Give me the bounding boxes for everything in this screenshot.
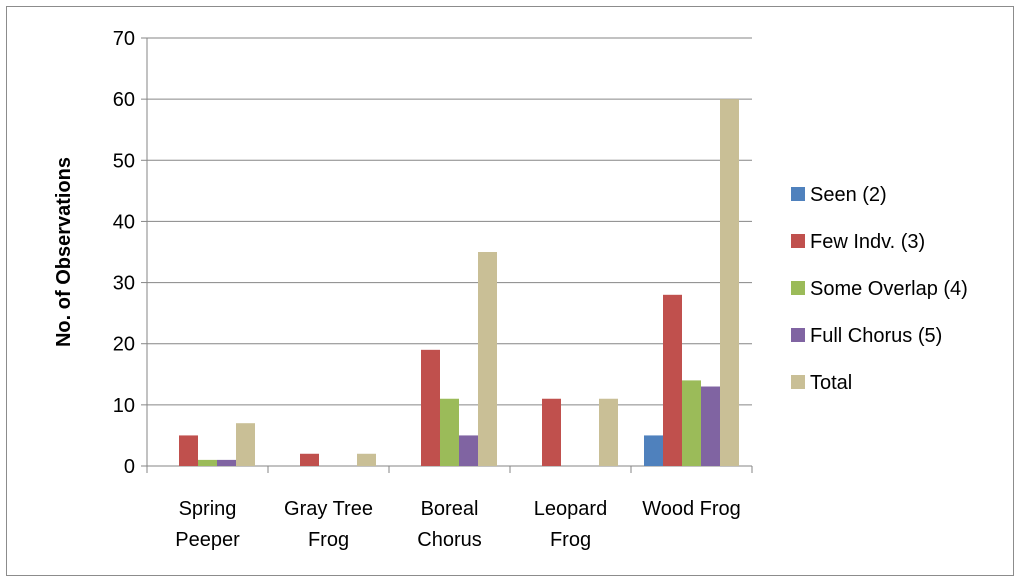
- legend-swatch: [791, 328, 805, 342]
- y-tick-label: 50: [113, 150, 135, 172]
- bar: [599, 398, 618, 466]
- bar: [357, 453, 376, 466]
- y-tick-label: 20: [113, 334, 135, 356]
- y-tick-label: 10: [113, 395, 135, 417]
- legend-label: Few Indv. (3): [810, 231, 925, 253]
- legend-swatch: [791, 281, 805, 295]
- legend-label: Total: [810, 372, 852, 394]
- x-category-label: Wood Frog: [642, 498, 741, 520]
- y-tick-label: 40: [113, 211, 135, 233]
- bar: [300, 453, 319, 466]
- bar: [440, 398, 459, 466]
- bar: [542, 398, 561, 466]
- y-tick-label: 60: [113, 89, 135, 111]
- x-category-label: Leopard: [534, 498, 607, 520]
- legend-label: Seen (2): [810, 184, 887, 206]
- bar: [217, 459, 236, 466]
- legend-swatch: [791, 375, 805, 389]
- bar: [198, 459, 217, 466]
- bar: [478, 252, 497, 466]
- x-category-label: Boreal: [421, 498, 479, 520]
- y-tick-label: 70: [113, 28, 135, 50]
- bar: [179, 435, 198, 466]
- y-tick-label: 0: [124, 456, 135, 478]
- y-axis-title: No. of Observations: [53, 157, 75, 347]
- bar: [682, 380, 701, 466]
- legend-swatch: [791, 234, 805, 248]
- x-category-label: Frog: [308, 529, 349, 551]
- x-category-label: Peeper: [175, 529, 240, 551]
- bar: [236, 423, 255, 466]
- bar: [701, 386, 720, 466]
- legend-label: Some Overlap (4): [810, 278, 968, 300]
- bar: [644, 435, 663, 466]
- chart-frame: [6, 6, 1014, 576]
- bar: [720, 99, 739, 467]
- x-category-label: Frog: [550, 529, 591, 551]
- legend-label: Full Chorus (5): [810, 325, 942, 347]
- bar: [663, 294, 682, 466]
- bar: [421, 349, 440, 466]
- x-category-label: Spring: [179, 498, 237, 520]
- legend-swatch: [791, 187, 805, 201]
- y-tick-label: 30: [113, 273, 135, 295]
- x-category-label: Gray Tree: [284, 498, 373, 520]
- x-category-label: Chorus: [417, 529, 481, 551]
- bar: [459, 435, 478, 466]
